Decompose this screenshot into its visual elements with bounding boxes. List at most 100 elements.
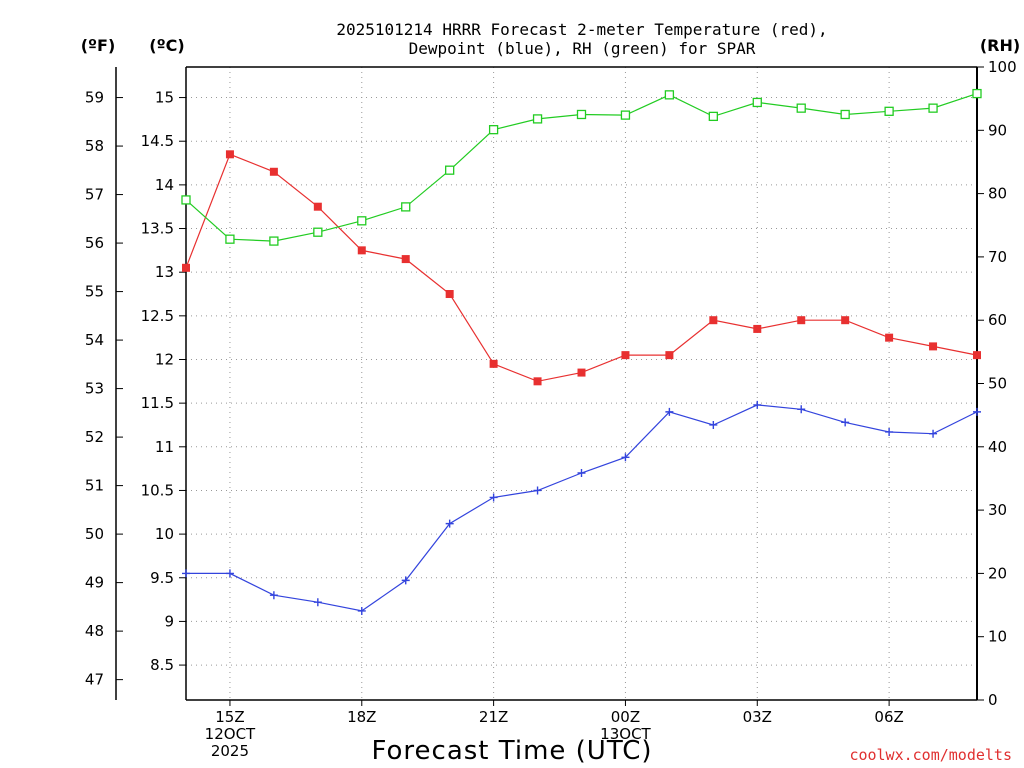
data-series (181, 88, 982, 615)
data-point-rh (664, 90, 675, 100)
data-point-dewpoint (313, 598, 322, 607)
data-point-rh (488, 125, 499, 135)
series-line-temperature (185, 153, 978, 382)
data-point-temperature (357, 246, 366, 255)
rh-tick-label: 70 (988, 248, 1007, 266)
data-point-temperature (313, 202, 322, 211)
data-point-dewpoint (621, 453, 630, 462)
data-point-temperature (885, 333, 894, 342)
data-point-rh (752, 97, 762, 108)
fahrenheit-tick-label: 50 (85, 525, 104, 543)
data-point-dewpoint (841, 418, 850, 427)
data-point-rh (313, 227, 323, 237)
celsius-tick-label: 13.5 (141, 220, 174, 238)
fahrenheit-tick-label: 53 (85, 380, 104, 398)
celsius-tick-label: 14 (155, 176, 174, 194)
celsius-tick-label: 12 (155, 350, 174, 368)
data-point-rh (401, 202, 411, 212)
fahrenheit-tick-label: 54 (85, 331, 104, 349)
data-point-temperature (445, 290, 454, 299)
series-line-dewpoint (186, 404, 978, 612)
data-point-rh (269, 236, 279, 246)
data-point-rh (620, 110, 631, 120)
rh-tick-label: 50 (988, 375, 1007, 393)
data-point-rh (972, 88, 982, 99)
chart-title-line-1: 2025101214 HRRR Forecast 2-meter Tempera… (336, 20, 827, 39)
x-tick-label: 12OCT (205, 725, 256, 743)
x-tick-label: 21Z (479, 708, 508, 726)
x-tick-label: 03Z (743, 708, 772, 726)
data-point-rh (840, 109, 850, 120)
data-point-dewpoint (753, 400, 762, 409)
chart-title-line-2: Dewpoint (blue), RH (green) for SPAR (409, 39, 756, 58)
x-axis-label: Forecast Time (UTC) (371, 736, 652, 766)
data-point-temperature (577, 368, 586, 377)
rh-unit-label: (RH) (980, 36, 1020, 55)
x-tick-label: 18Z (347, 708, 376, 726)
rh-tick-label: 80 (988, 185, 1007, 203)
fahrenheit-tick-label: 51 (85, 477, 104, 495)
celsius-tick-label: 12.5 (141, 307, 174, 325)
data-point-temperature (841, 316, 850, 325)
celsius-tick-label: 10.5 (141, 481, 174, 499)
grid-lines (186, 67, 977, 700)
data-point-rh (445, 165, 455, 175)
rh-tick-label: 10 (988, 628, 1007, 646)
data-point-rh (928, 103, 938, 113)
data-point-dewpoint (929, 429, 938, 438)
data-point-rh (884, 106, 894, 116)
data-point-rh (357, 216, 367, 226)
fahrenheit-tick-label: 55 (85, 283, 104, 301)
data-point-dewpoint (665, 407, 674, 416)
celsius-tick-label: 14.5 (141, 132, 174, 150)
data-point-temperature (797, 316, 806, 325)
x-tick-label: 06Z (874, 708, 903, 726)
data-point-dewpoint (885, 427, 894, 436)
fahrenheit-tick-label: 56 (85, 234, 104, 252)
data-point-dewpoint (401, 576, 410, 585)
data-point-temperature (753, 324, 762, 333)
fahrenheit-tick-label: 48 (85, 622, 104, 640)
celsius-tick-label: 11.5 (141, 394, 174, 412)
x-tick-label: 2025 (211, 742, 249, 760)
data-point-temperature (621, 351, 630, 360)
data-point-dewpoint (533, 486, 542, 495)
celsius-tick-label: 8.5 (150, 656, 174, 674)
data-point-rh (225, 234, 235, 244)
data-point-rh (708, 111, 718, 122)
data-point-dewpoint (445, 519, 454, 528)
data-point-temperature (269, 167, 278, 176)
celsius-tick-label: 13 (155, 263, 174, 281)
data-point-temperature (973, 351, 981, 360)
data-point-temperature (401, 255, 410, 264)
fahrenheit-tick-label: 52 (85, 428, 104, 446)
celsius-tick-label: 10 (155, 525, 174, 543)
data-point-rh (576, 109, 587, 120)
celsius-tick-label: 15 (155, 89, 174, 107)
data-point-temperature (709, 316, 718, 325)
tick-labels: 8.5 9 9.5 10 10.5 11 11.5 12 12.5 13 13.5 14 14.5 15 4… (85, 58, 1017, 760)
data-point-dewpoint (269, 591, 278, 600)
rh-tick-label: 20 (988, 564, 1007, 582)
rh-tick-label: 0 (988, 691, 998, 709)
data-point-dewpoint (797, 405, 806, 414)
fahrenheit-unit-label: (ºF) (81, 36, 116, 55)
chart-axes (115, 66, 984, 706)
fahrenheit-tick-label: 59 (85, 89, 104, 107)
data-point-temperature (533, 377, 542, 386)
data-point-temperature (225, 150, 234, 159)
rh-tick-label: 40 (988, 438, 1007, 456)
rh-tick-label: 60 (988, 311, 1007, 329)
data-point-rh (181, 195, 191, 205)
fahrenheit-tick-label: 49 (85, 574, 104, 592)
data-point-rh (796, 103, 806, 113)
data-point-dewpoint (357, 606, 366, 615)
data-point-dewpoint (973, 407, 981, 416)
fahrenheit-tick-label: 47 (85, 671, 104, 689)
celsius-tick-label: 9.5 (150, 569, 174, 587)
celsius-tick-label: 9 (164, 612, 174, 630)
data-point-temperature (182, 263, 190, 272)
celsius-unit-label: (ºC) (149, 36, 184, 55)
data-point-temperature (665, 351, 674, 360)
